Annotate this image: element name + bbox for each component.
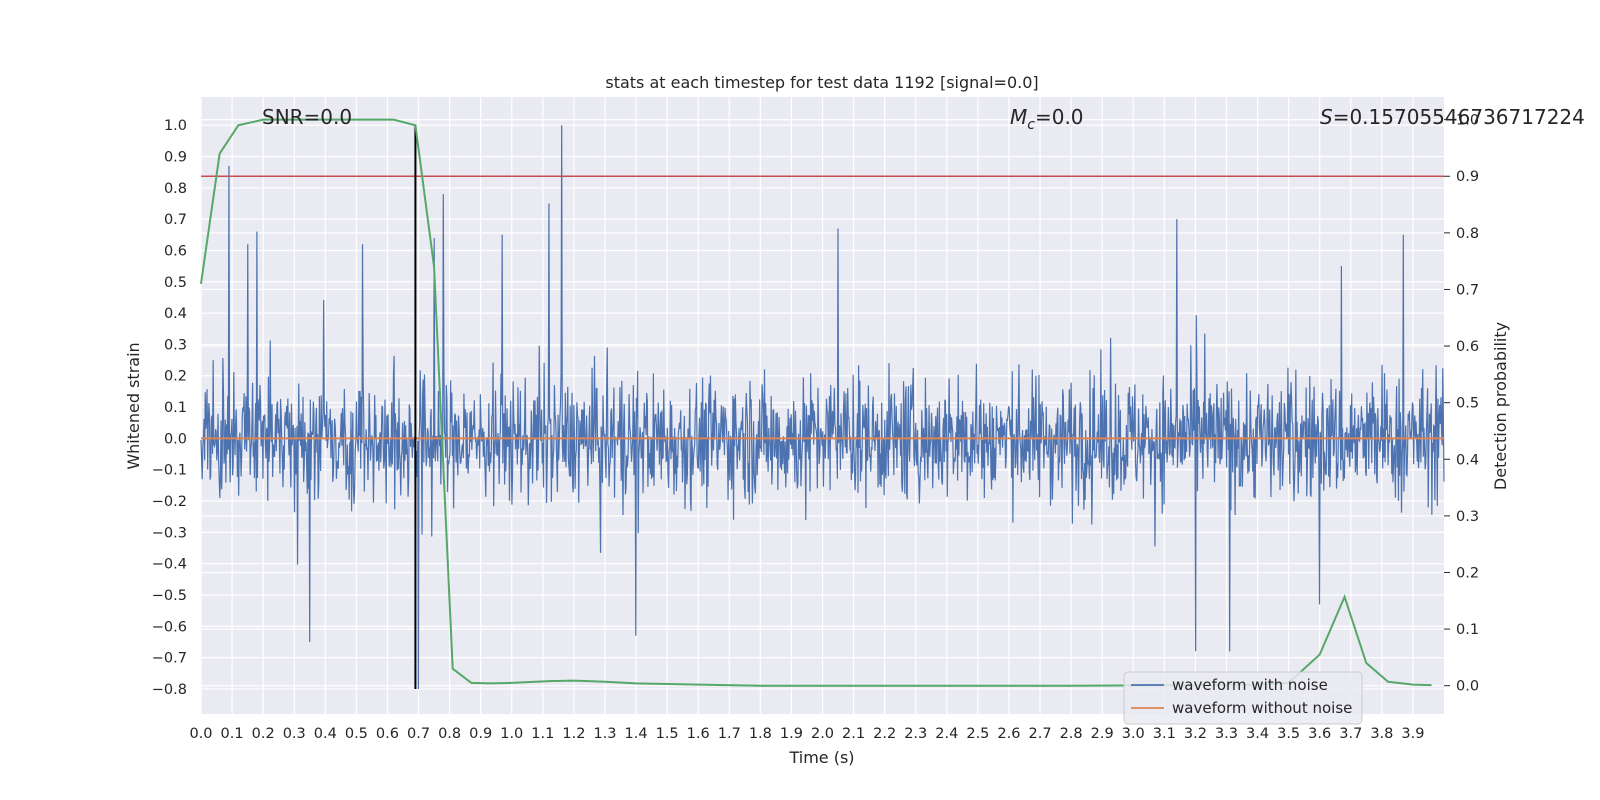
x-tick-label: 1.8	[749, 726, 772, 742]
y-tick-label: 0.0	[164, 431, 187, 447]
x-tick-label: 1.0	[500, 726, 523, 742]
y-tick-label: 0.5	[164, 275, 187, 291]
y-tick-label: −0.2	[152, 494, 187, 510]
y-tick-label: 0.9	[164, 150, 187, 166]
x-tick-label: 3.9	[1401, 726, 1424, 742]
x-tick-label: 3.3	[1215, 726, 1238, 742]
y-tick-label: −0.5	[152, 588, 187, 604]
x-tick-label: 1.6	[687, 726, 710, 742]
y-tick-label-right: 0.9	[1456, 169, 1479, 185]
y-axis-left: 1.0 0.9 0.8 0.7 0.6 0.5 0.4 0.3 0.2 0.1 0.0 −0.1 −0.…	[152, 118, 187, 698]
annotation-mc-value: =0.0	[1035, 105, 1084, 129]
y-tick-label: −0.6	[152, 619, 187, 635]
y-axis-right: 1.0 0.9 0.8 0.7 0.6 0.5 0.4 0.3 0.2 0.1 0.0	[1444, 113, 1479, 695]
y-tick-label: 0.1	[164, 400, 187, 416]
annotation-snr: SNR=0.0	[262, 105, 352, 129]
y-tick-label-right: 0.7	[1456, 282, 1479, 298]
y-tick-label-right: 1.0	[1456, 113, 1479, 129]
overlay-lines	[200, 118, 1444, 689]
x-tick-label: 0.3	[283, 726, 306, 742]
x-tick-label: 3.4	[1246, 726, 1269, 742]
y-tick-label-right: 0.8	[1456, 226, 1479, 242]
y-tick-label: 0.2	[164, 369, 187, 385]
x-tick-label: 0.1	[221, 726, 244, 742]
y-tick-label: 0.8	[164, 181, 187, 197]
x-tick-label: 2.2	[873, 726, 896, 742]
y-tick-label: −0.4	[152, 557, 187, 573]
x-tick-label: 0.2	[252, 726, 275, 742]
y-tick-label: −0.3	[152, 525, 187, 541]
x-axis-label: Time (s)	[788, 748, 854, 767]
annotation-mc-sub: c	[1027, 117, 1035, 133]
y-tick-label: 1.0	[164, 118, 187, 134]
x-tick-label: 2.0	[811, 726, 834, 742]
x-tick-label: 2.1	[842, 726, 865, 742]
x-tick-label: 0.9	[469, 726, 492, 742]
annotation-s-value: =0.15705546736717224	[1333, 105, 1585, 129]
y-axis-label: Whitened strain	[124, 342, 143, 469]
x-tick-label: 2.8	[1060, 726, 1083, 742]
x-tick-label: 2.3	[904, 726, 927, 742]
x-tick-label: 2.6	[997, 726, 1020, 742]
x-tick-label: 1.5	[656, 726, 679, 742]
y-tick-label: 0.4	[164, 306, 187, 322]
x-tick-label: 2.9	[1091, 726, 1114, 742]
x-tick-label: 2.7	[1028, 726, 1051, 742]
y-tick-label-right: 0.0	[1456, 679, 1479, 695]
x-axis: 0.0 0.1 0.2 0.3 0.4 0.5 0.6 0.7 0.8 0.9 1.0 1.1 1.2 1…	[189, 726, 1424, 742]
x-tick-label: 0.4	[314, 726, 337, 742]
x-tick-label: 3.6	[1308, 726, 1331, 742]
annotation-s-symbol: S	[1320, 105, 1333, 129]
legend-label-noise: waveform with noise	[1172, 676, 1328, 694]
y-tick-label: −0.1	[152, 463, 187, 479]
y-tick-label-right: 0.5	[1456, 396, 1479, 412]
y-tick-label-right: 0.4	[1456, 452, 1479, 468]
y-tick-label-right: 0.1	[1456, 622, 1479, 638]
x-tick-label: 0.6	[376, 726, 399, 742]
x-tick-label: 1.3	[593, 726, 616, 742]
x-tick-label: 2.5	[966, 726, 989, 742]
legend-label-clean: waveform without noise	[1172, 699, 1352, 717]
annotation-mc-symbol: M	[1010, 105, 1027, 129]
y-tick-label: −0.8	[152, 682, 187, 698]
y-tick-label: 0.6	[164, 243, 187, 259]
x-tick-label: 3.5	[1277, 726, 1300, 742]
legend-box	[1123, 671, 1363, 725]
x-tick-label: 0.8	[438, 726, 461, 742]
annotation-mc: Mc=0.0	[1010, 105, 1084, 133]
x-tick-label: 1.2	[562, 726, 585, 742]
y-tick-label-right: 0.3	[1456, 509, 1479, 525]
x-tick-label: 3.8	[1370, 726, 1393, 742]
detection-probability-line	[200, 118, 1432, 687]
x-tick-label: 2.4	[935, 726, 958, 742]
x-tick-label: 0.5	[345, 726, 368, 742]
annotation-s: S=0.15705546736717224	[1320, 105, 1585, 129]
y-axis-label-right: Detection probability	[1491, 322, 1510, 490]
y-tick-label-right: 0.6	[1456, 339, 1479, 355]
x-tick-label: 1.9	[780, 726, 803, 742]
y-tick-label-right: 0.2	[1456, 565, 1479, 581]
x-tick-label: 3.2	[1184, 726, 1207, 742]
y-tick-label: −0.7	[152, 651, 187, 667]
x-tick-label: 1.1	[531, 726, 554, 742]
legend: waveform with noise waveform without noi…	[1123, 671, 1363, 725]
y-tick-label: 0.3	[164, 337, 187, 353]
y-tick-label: 0.7	[164, 212, 187, 228]
x-tick-label: 3.0	[1122, 726, 1145, 742]
x-tick-label: 3.7	[1339, 726, 1362, 742]
x-tick-label: 1.7	[718, 726, 741, 742]
x-tick-label: 0.7	[407, 726, 430, 742]
x-tick-label: 1.4	[625, 726, 648, 742]
x-tick-label: 3.1	[1153, 726, 1176, 742]
chart-title: stats at each timestep for test data 119…	[605, 73, 1038, 92]
x-tick-label: 0.0	[189, 726, 212, 742]
